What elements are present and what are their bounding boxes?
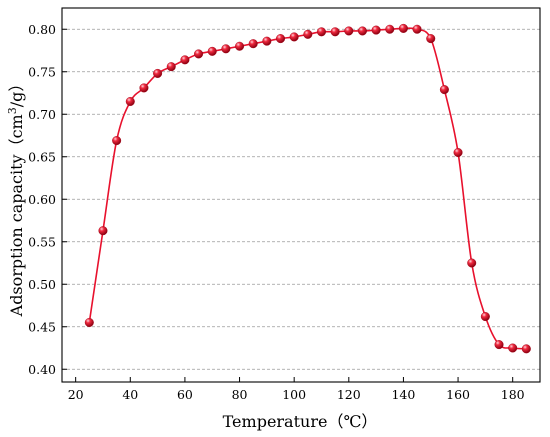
x-tick-label-0: 20 [68,387,84,402]
data-point-24 [412,24,422,34]
y-tick-label-5: 0.65 [28,149,56,164]
y-tick-label-7: 0.75 [28,64,56,79]
data-point-22 [385,24,395,34]
data-point-13 [262,36,272,46]
y-tick-label-8: 0.80 [28,22,56,37]
data-point-0 [84,318,94,328]
data-point-1 [98,226,108,236]
y-tick-label-1: 0.45 [28,319,56,334]
y-tick-label-6: 0.70 [28,107,56,122]
series-capacity [84,23,531,354]
data-point-3 [125,96,135,106]
data-point-5 [153,68,163,78]
data-point-31 [508,343,518,353]
data-point-10 [221,44,231,54]
x-tick-label-1: 40 [122,387,138,402]
y-axis-title: Adsorption capacity（cm3/g） [6,76,27,318]
y-tick-label-0: 0.40 [28,362,56,377]
data-point-19 [344,26,354,36]
data-point-25 [426,34,436,44]
data-point-4 [139,83,149,93]
data-point-6 [166,62,176,72]
data-point-30 [494,340,504,350]
data-point-12 [248,39,258,49]
data-point-16 [303,29,313,39]
data-point-20 [357,26,367,36]
data-point-27 [453,147,463,157]
data-point-26 [439,85,449,95]
y-axis-title-prefix: Adsorption capacity（cm [7,114,26,317]
data-point-29 [480,312,490,322]
y-tick-label-4: 0.60 [28,192,56,207]
data-point-23 [398,23,408,33]
data-point-21 [371,25,381,35]
y-tick-label-2: 0.50 [28,277,56,292]
y-axis-title-suffix: /g） [7,76,26,108]
data-point-8 [194,49,204,59]
x-tick-label-4: 100 [282,387,306,402]
axes [61,7,541,383]
y-tick-label-3: 0.55 [28,234,56,249]
tick-labels: 0.40 0.45 0.50 0.55 0.60 0.65 0.70 0.75 0.80 20 40… [28,22,525,402]
x-tick-label-5: 120 [337,387,361,402]
data-point-14 [276,34,286,44]
x-tick-label-3: 80 [232,387,248,402]
y-axis-title-sup: 3 [6,107,19,114]
data-point-17 [316,27,326,37]
x-tick-label-6: 140 [391,387,415,402]
data-point-9 [207,46,217,56]
plot-frame [61,7,541,383]
data-point-7 [180,55,190,65]
data-point-32 [521,344,531,354]
grid-lines [62,28,540,370]
x-tick-label-2: 60 [177,387,193,402]
x-axis-title: Temperature（℃） [223,412,378,431]
data-point-2 [112,136,122,146]
data-point-28 [467,258,477,268]
data-point-15 [289,32,299,42]
x-tick-label-8: 180 [501,387,525,402]
data-point-18 [330,27,340,37]
x-tick-label-7: 160 [446,387,470,402]
data-point-11 [235,41,245,51]
